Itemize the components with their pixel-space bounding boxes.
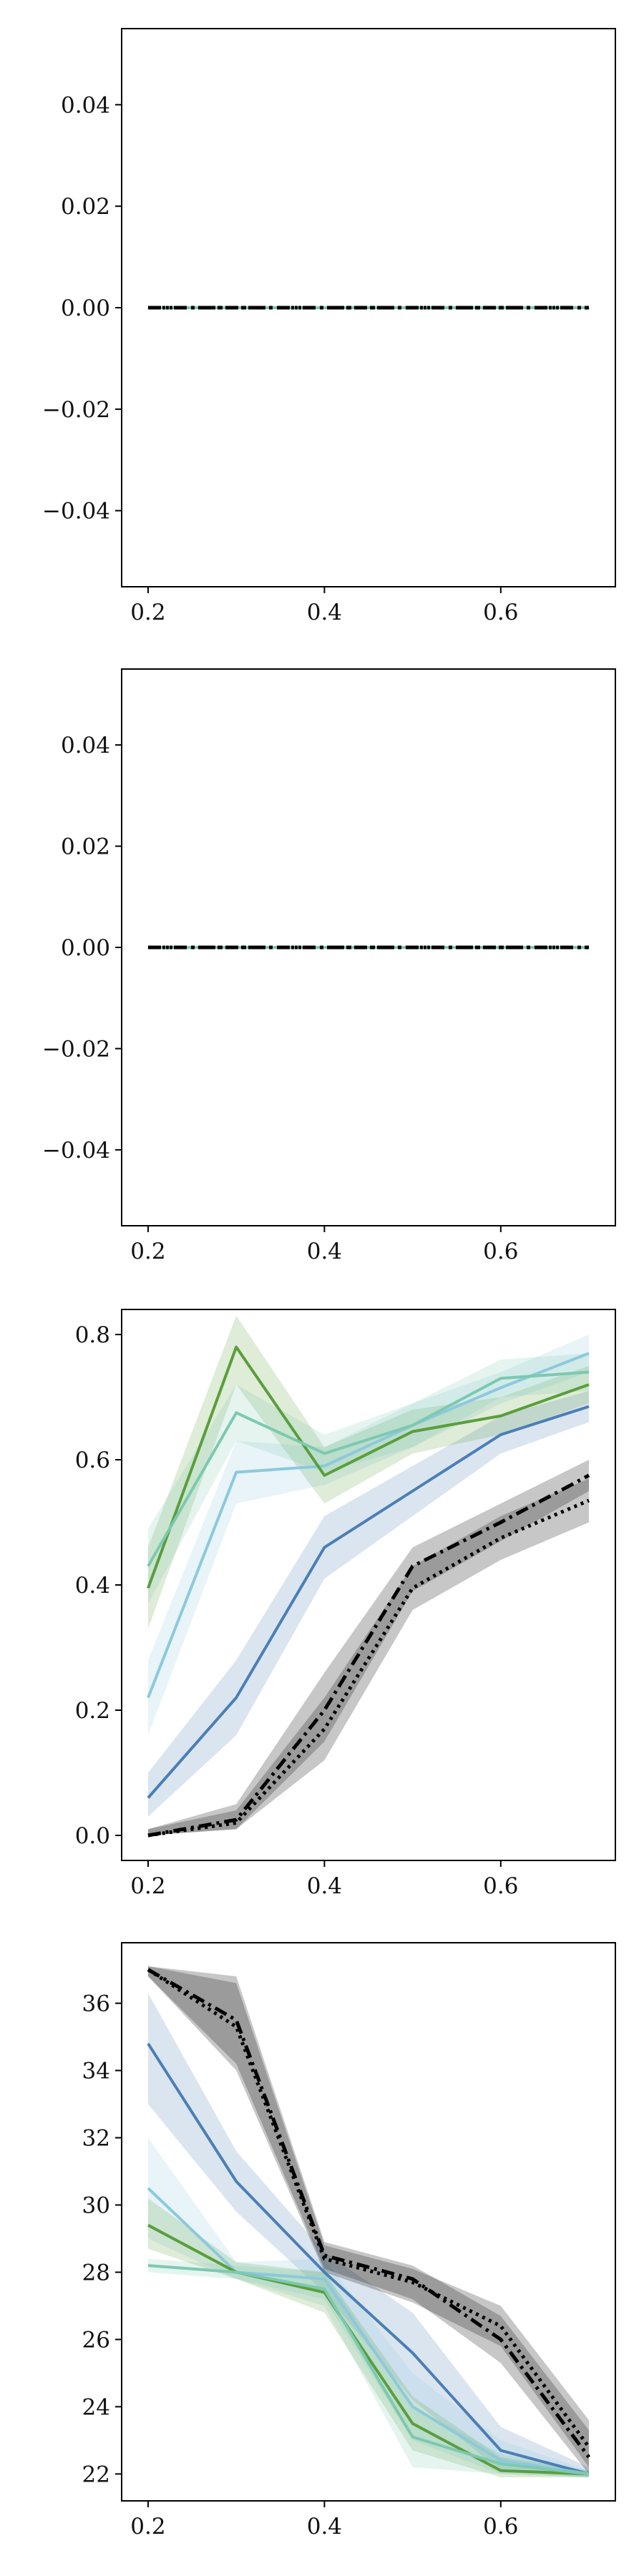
confidence-band xyxy=(147,1966,590,2474)
y-tick-label: 0.4 xyxy=(75,1573,110,1599)
x-tick-label: 0.6 xyxy=(483,1873,518,1899)
axes-frame xyxy=(121,1942,616,2502)
y-tick-label: 0.0 xyxy=(75,1823,110,1849)
x-tick-label: 0.4 xyxy=(307,600,342,625)
confidence-band xyxy=(147,2258,590,2478)
y-tick-label: 0.02 xyxy=(61,194,110,220)
chart-panel: 0.2 0.4 0.6 0.0 0.2 0.4 0.6 0.8 xyxy=(75,1309,616,1899)
chart-panel: 0.2 0.4 0.6 22 24 26 28 30 32 34 36 xyxy=(82,1942,616,2540)
y-tick-label: 32 xyxy=(82,2126,110,2152)
y-tick-label: 22 xyxy=(82,2462,110,2487)
confidence-band xyxy=(147,1390,590,1817)
x-tick-label: 0.4 xyxy=(307,1239,342,1264)
y-tick-label: 24 xyxy=(82,2394,110,2420)
confidence-band xyxy=(147,1315,590,1629)
x-tick-label: 0.2 xyxy=(130,600,165,625)
confidence-band xyxy=(147,1460,590,1835)
y-tick-label: 28 xyxy=(82,2260,110,2285)
plot-area xyxy=(147,1966,591,2478)
x-tick-label: 0.6 xyxy=(483,2514,518,2540)
x-tick-label: 0.4 xyxy=(307,2514,342,2540)
x-tick-label: 0.4 xyxy=(307,1873,342,1899)
y-tick-label: 26 xyxy=(82,2327,110,2353)
series-line xyxy=(147,1968,591,2449)
series-line xyxy=(147,1352,590,1699)
y-tick-label: 0.6 xyxy=(75,1448,110,1473)
series-line xyxy=(147,1498,590,1838)
series-line xyxy=(147,1473,590,1838)
y-tick-label: −0.04 xyxy=(42,499,110,525)
chart-panel: 0.2 0.4 0.6 −0.04 −0.02 0.00 0.02 0.04 xyxy=(42,28,616,625)
plot-area xyxy=(147,1315,590,1838)
y-tick-label: 36 xyxy=(82,1991,110,2017)
y-tick-label: 0.00 xyxy=(61,935,110,961)
series-line xyxy=(147,2223,590,2476)
y-tick-label: 0.04 xyxy=(61,733,110,758)
y-tick-label: 0.8 xyxy=(75,1322,110,1348)
series-line xyxy=(147,2042,590,2476)
y-tick-label: −0.02 xyxy=(42,1036,110,1062)
x-tick-label: 0.2 xyxy=(130,1873,165,1899)
confidence-band xyxy=(147,2198,590,2478)
series-line xyxy=(147,1370,590,1567)
y-tick-label: −0.04 xyxy=(42,1138,110,1163)
y-tick-label: 0.04 xyxy=(61,92,110,118)
x-tick-label: 0.6 xyxy=(483,1239,518,1264)
chart-panel: 0.2 0.4 0.6 −0.04 −0.02 0.00 0.02 0.04 xyxy=(42,668,616,1264)
x-tick-label: 0.2 xyxy=(130,2514,165,2540)
series-line xyxy=(147,1968,591,2459)
y-tick-label: 0.02 xyxy=(61,834,110,860)
confidence-band xyxy=(147,1966,590,2468)
series-line xyxy=(147,1405,590,1799)
y-tick-label: 30 xyxy=(82,2193,110,2219)
y-tick-label: −0.02 xyxy=(42,397,110,423)
y-tick-label: 0.2 xyxy=(75,1698,110,1724)
series-line xyxy=(147,2187,590,2476)
x-tick-label: 0.6 xyxy=(483,600,518,625)
series-line xyxy=(147,2264,590,2476)
confidence-band xyxy=(147,1353,590,1604)
y-tick-label: 0.00 xyxy=(61,296,110,321)
x-tick-label: 0.2 xyxy=(130,1239,165,1264)
series-line xyxy=(147,1345,590,1589)
y-tick-label: 34 xyxy=(82,2059,110,2084)
